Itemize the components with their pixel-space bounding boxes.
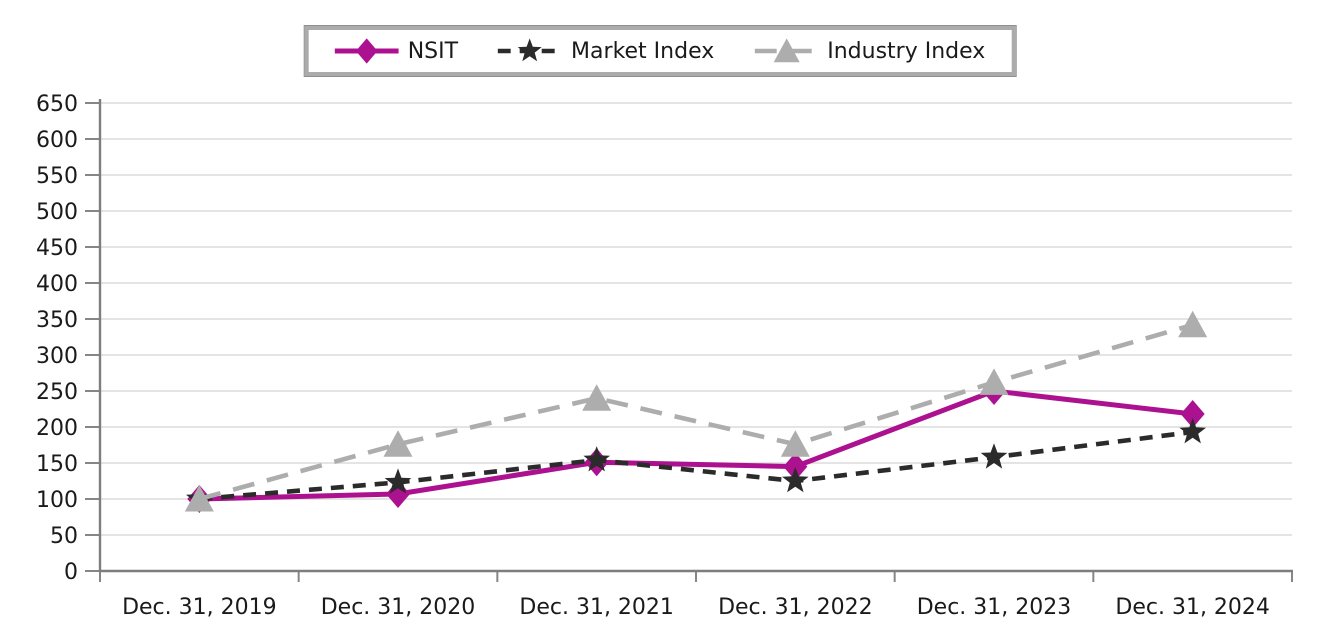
y-axis-label: 550: [36, 164, 78, 189]
y-axis-label: 350: [36, 308, 78, 333]
y-axis-label: 600: [36, 128, 78, 153]
y-axis-label: 50: [50, 524, 78, 549]
y-axis-label: 500: [36, 200, 78, 225]
market-index-marker: [583, 446, 610, 472]
nsit-marker: [1180, 400, 1205, 429]
nsit-legend-marker-shape: [355, 38, 378, 64]
industry-index-triangle-legend-icon: [754, 38, 819, 63]
y-axis-label: 400: [36, 272, 78, 297]
industry-index-marker: [979, 368, 1009, 395]
legend-item-industry-index: Industry Index: [754, 36, 985, 66]
market-index-marker: [980, 443, 1008, 469]
x-axis-label: Dec. 31, 2019: [122, 595, 277, 620]
industry-index-marker: [780, 430, 810, 457]
y-axis-label: 0: [64, 560, 78, 585]
legend-item-nsit: NSIT: [334, 36, 459, 66]
market-index-star-legend-icon: [498, 38, 563, 62]
legend-label-nsit: NSIT: [407, 38, 459, 64]
market-index-legend-marker-shape: [518, 38, 543, 62]
nsit-marker: [783, 452, 808, 481]
market-index-marker: [1179, 418, 1206, 444]
industry-index-marker: [383, 430, 413, 457]
market-index-line: [199, 429, 1193, 502]
market-index-marker: [384, 468, 412, 494]
y-axis-label: 650: [36, 92, 78, 117]
y-axis-label: 450: [36, 236, 78, 261]
x-axis-label: Dec. 31, 2023: [917, 595, 1072, 620]
industry-index-line: [198, 322, 1194, 502]
y-axis-label: 300: [36, 344, 78, 369]
y-axis-label: 250: [36, 380, 78, 405]
x-axis-label: Dec. 31, 2022: [718, 595, 873, 620]
legend-item-market-index: Market Index: [498, 36, 714, 66]
nsit-diamond-legend-icon: [334, 38, 399, 64]
nsit-line: [199, 388, 1193, 502]
y-axis-label: 100: [36, 488, 78, 513]
y-axis-label: 200: [36, 416, 78, 441]
market-index-marker: [782, 467, 809, 493]
legend: NSIT Market Index Industry Index: [303, 25, 1017, 77]
x-axis-label: Dec. 31, 2024: [1115, 595, 1270, 620]
industry-index-marker: [184, 485, 214, 512]
industry-index-marker: [1178, 310, 1208, 338]
legend-label-industry-index: Industry Index: [827, 38, 986, 64]
industry-index-legend-marker-shape: [773, 38, 800, 63]
legend-label-market-index: Market Index: [571, 38, 715, 64]
y-axis-label: 150: [36, 452, 78, 477]
industry-index-marker: [582, 384, 612, 411]
x-axis-label: Dec. 31, 2021: [519, 595, 674, 620]
x-axis-label: Dec. 31, 2020: [321, 595, 476, 620]
